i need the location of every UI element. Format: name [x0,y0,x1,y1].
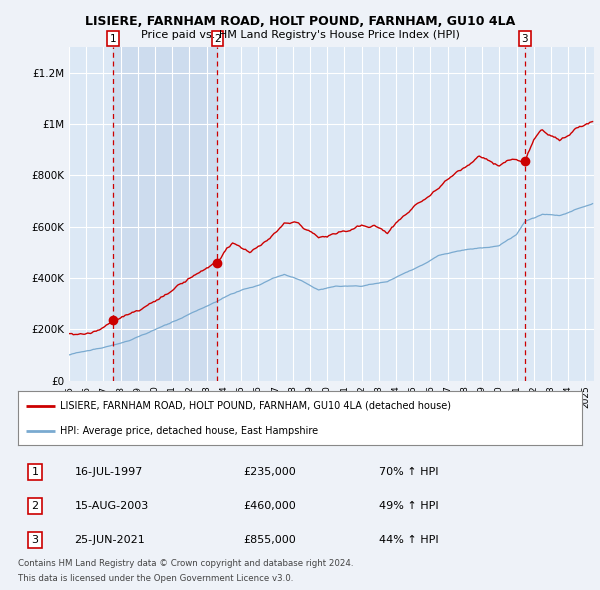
Text: LISIERE, FARNHAM ROAD, HOLT POUND, FARNHAM, GU10 4LA (detached house): LISIERE, FARNHAM ROAD, HOLT POUND, FARNH… [60,401,451,411]
Text: 16-JUL-1997: 16-JUL-1997 [74,467,143,477]
Text: £855,000: £855,000 [244,535,296,545]
Text: 1: 1 [31,467,38,477]
Text: £235,000: £235,000 [244,467,296,477]
Text: 70% ↑ HPI: 70% ↑ HPI [379,467,439,477]
Text: Contains HM Land Registry data © Crown copyright and database right 2024.: Contains HM Land Registry data © Crown c… [18,559,353,568]
Text: 2: 2 [214,34,221,44]
Text: 15-AUG-2003: 15-AUG-2003 [74,501,149,511]
Text: 49% ↑ HPI: 49% ↑ HPI [379,501,439,511]
Text: Price paid vs. HM Land Registry's House Price Index (HPI): Price paid vs. HM Land Registry's House … [140,30,460,40]
Text: 3: 3 [521,34,528,44]
Text: This data is licensed under the Open Government Licence v3.0.: This data is licensed under the Open Gov… [18,574,293,583]
Text: 1: 1 [109,34,116,44]
Text: 25-JUN-2021: 25-JUN-2021 [74,535,145,545]
Text: £460,000: £460,000 [244,501,296,511]
Text: HPI: Average price, detached house, East Hampshire: HPI: Average price, detached house, East… [60,426,319,436]
Text: 2: 2 [31,501,38,511]
Text: LISIERE, FARNHAM ROAD, HOLT POUND, FARNHAM, GU10 4LA: LISIERE, FARNHAM ROAD, HOLT POUND, FARNH… [85,15,515,28]
Text: 3: 3 [31,535,38,545]
Bar [113,47,217,381]
Text: 44% ↑ HPI: 44% ↑ HPI [379,535,439,545]
